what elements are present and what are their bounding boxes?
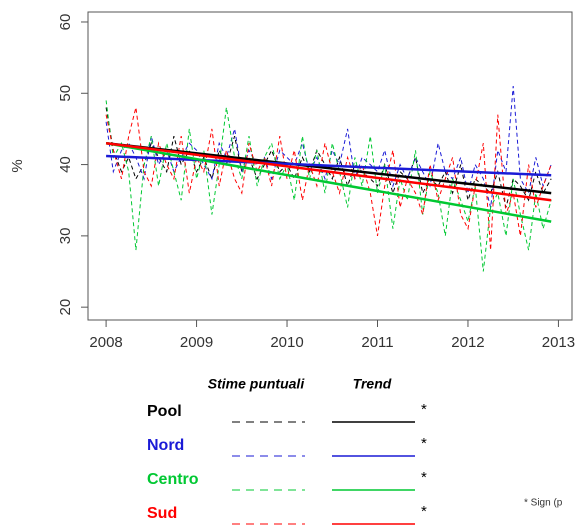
legend-header: Trend [353,376,392,392]
y-axis-label: % [9,159,26,172]
significance: * [421,469,427,486]
estimate-line [105,86,552,208]
axes [87,11,573,321]
footnote: * Sign (p [524,498,563,509]
trend-line [105,141,552,202]
x-tick-label: 2011 [361,334,393,351]
estimate-line [105,107,552,251]
significance: * [421,503,427,520]
legend-header: Stime puntuali [208,376,306,392]
y-tick-label: 40 [57,156,74,173]
legend-name: Pool [147,403,182,420]
plot-box [87,11,573,321]
x-tick-label: 2008 [89,334,122,351]
y-tick-label: 20 [57,299,74,316]
x-tick-label: 2009 [180,334,213,351]
trend-line [106,154,552,177]
significance: * [421,435,427,452]
x-tick-label: 2010 [270,334,303,351]
x-tick-label: 2013 [542,334,575,351]
trend-line [105,141,552,223]
significance: * [421,401,427,418]
y-tick-label: 50 [57,85,74,102]
legend-name: Centro [147,471,199,488]
x-tick-label: 2012 [451,334,484,351]
y-tick-label: 30 [57,228,74,245]
legend-name: Sud [147,505,177,522]
legend-name: Nord [147,437,184,454]
y-tick-label: 60 [57,14,74,31]
